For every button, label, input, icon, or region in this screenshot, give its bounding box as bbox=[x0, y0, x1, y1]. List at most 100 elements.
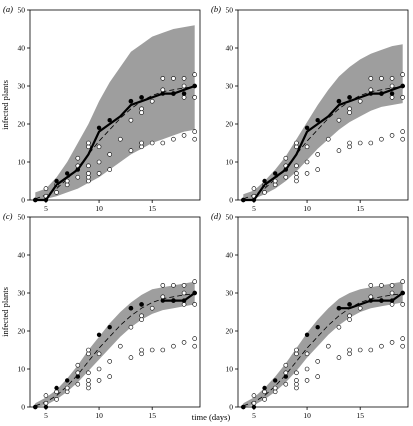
panel-c-open-point-46 bbox=[192, 279, 197, 284]
panel-c-y-tick-label-1: 10 bbox=[18, 365, 26, 374]
panel-b-open-point-40 bbox=[389, 83, 395, 89]
panel-c-x-tick-label-0: 5 bbox=[44, 411, 48, 420]
panel-d-open-point-22 bbox=[336, 355, 342, 360]
panel-a-open-point-42 bbox=[192, 136, 197, 142]
panel-b-open-point-14 bbox=[294, 144, 299, 150]
panel-d-filled-point-11 bbox=[389, 298, 395, 303]
panel-d-open-point-3 bbox=[262, 397, 267, 402]
panel-d-open-point-23 bbox=[336, 324, 342, 330]
panel-d-x-tick-label-1: 10 bbox=[303, 411, 311, 420]
panel-a-open-point-15 bbox=[86, 140, 91, 146]
panel-c-filled-point-7 bbox=[128, 306, 134, 311]
panel-d-open-point-2 bbox=[251, 393, 257, 398]
panel-b-open-point-43 bbox=[400, 129, 405, 134]
panel-d-frame bbox=[237, 216, 409, 408]
panel-c-open-point-8 bbox=[75, 370, 81, 376]
panel-b-open-point-46 bbox=[400, 72, 405, 77]
panel-c-open-point-44 bbox=[192, 302, 197, 307]
panel-d-open-point-20 bbox=[315, 359, 320, 364]
panel-b-open-point-42 bbox=[400, 136, 405, 142]
panel-b-open-point-32 bbox=[368, 140, 374, 146]
panel-d-open-point-17 bbox=[304, 366, 310, 372]
panel-b-open-point-30 bbox=[357, 140, 363, 146]
panel-a-open-point-19 bbox=[107, 167, 112, 172]
panel-c-open-point-25 bbox=[139, 351, 144, 357]
panel-a-open-point-43 bbox=[192, 129, 197, 134]
panel-a-y-axis-label: infected plants bbox=[0, 80, 10, 130]
panel-c-open-point-42 bbox=[192, 343, 197, 349]
panel-b-open-point-38 bbox=[389, 133, 395, 138]
panel-a-open-point-3 bbox=[54, 190, 59, 195]
panel-b-x-tick-label-1: 10 bbox=[303, 204, 311, 213]
panel-d-y-tick-label-0: 0 bbox=[229, 403, 233, 412]
panel-a-filled-point-12 bbox=[192, 83, 197, 89]
panel-d-x-tick-label-0: 5 bbox=[252, 411, 256, 420]
panel-c-open-point-12 bbox=[86, 378, 91, 383]
panel-c-y-tick-label-2: 20 bbox=[18, 327, 26, 336]
panel-d-label: (d) bbox=[211, 211, 221, 221]
panel-d-x-tick-label-2: 15 bbox=[356, 411, 364, 420]
panel-c-x-tick-label-1: 10 bbox=[95, 411, 103, 420]
panel-a-open-point-13 bbox=[86, 163, 91, 169]
panel-d-open-point-6 bbox=[272, 385, 278, 391]
panel-d-open-point-37 bbox=[379, 283, 384, 288]
panel-b-open-point-25 bbox=[347, 144, 352, 150]
panel-c-open-point-39 bbox=[181, 302, 187, 307]
panel-c-open-point-41 bbox=[181, 283, 187, 288]
panel-d-open-point-39 bbox=[389, 302, 395, 307]
panel-c-open-point-18 bbox=[96, 351, 102, 357]
panel-b-open-point-11 bbox=[294, 174, 299, 180]
panel-a-open-point-9 bbox=[75, 155, 81, 161]
panel-d-open-point-38 bbox=[389, 340, 395, 345]
panel-d-open-point-42 bbox=[400, 343, 405, 349]
panel-d-open-point-35 bbox=[379, 343, 384, 349]
panel-a-open-point-26 bbox=[139, 140, 144, 146]
panel-c-y-tick-label-5: 50 bbox=[18, 213, 26, 222]
panel-a-open-point-31 bbox=[149, 98, 155, 104]
panel-b-y-tick-label-1: 10 bbox=[226, 158, 234, 167]
panel-d-open-point-26 bbox=[347, 347, 352, 353]
panel-a-filled-point-5 bbox=[96, 125, 102, 130]
panel-a-open-point-46 bbox=[192, 72, 197, 77]
panel-b-open-point-9 bbox=[283, 155, 289, 161]
panel-b-open-point-18 bbox=[304, 144, 310, 150]
panel-d-open-point-5 bbox=[272, 389, 278, 395]
panel-d-filled-point-8 bbox=[347, 302, 352, 307]
panel-a-filled-point-9 bbox=[160, 91, 166, 96]
panel-c-open-point-17 bbox=[96, 366, 102, 372]
panel-c-open-point-34 bbox=[160, 283, 166, 288]
panel-b-open-point-19 bbox=[315, 167, 320, 172]
panel-c-confidence-band bbox=[35, 281, 195, 407]
panel-c-open-point-2 bbox=[43, 393, 49, 398]
panel-c-open-point-5 bbox=[64, 389, 70, 395]
panel-c-open-point-38 bbox=[181, 340, 187, 345]
panel-c-open-point-33 bbox=[160, 294, 166, 300]
panel-b: 5 10 15 0 10 20 30 40 50 (b) bbox=[211, 4, 409, 213]
panel-d-open-point-25 bbox=[347, 351, 352, 357]
panel-b-open-point-37 bbox=[379, 76, 384, 81]
panel-c-open-point-13 bbox=[86, 370, 91, 376]
panel-b-y-tick-label-4: 40 bbox=[226, 44, 234, 53]
panel-b-filled-point-4 bbox=[283, 167, 289, 172]
panel-c-filled-point-2 bbox=[54, 385, 59, 391]
panel-a-filled-point-8 bbox=[139, 95, 144, 100]
panel-a-open-point-21 bbox=[118, 136, 123, 142]
panel-d-filled-point-4 bbox=[283, 374, 289, 379]
panel-c-open-point-28 bbox=[139, 313, 144, 319]
panel-a-open-point-12 bbox=[86, 171, 91, 176]
panel-b-open-point-2 bbox=[251, 186, 257, 191]
panel-a-open-point-7 bbox=[75, 174, 81, 180]
panel-c-observed-line bbox=[162, 292, 196, 302]
panel-a-open-point-5 bbox=[64, 182, 70, 188]
panel-b-y-tick-label-5: 50 bbox=[226, 6, 234, 15]
panel-b-open-point-28 bbox=[347, 106, 352, 112]
panel-b-filled-point-12 bbox=[400, 83, 405, 89]
panel-b-filled-point-5 bbox=[304, 125, 310, 130]
panel-a-open-point-27 bbox=[139, 110, 144, 115]
panel-b-filled-point-11 bbox=[389, 91, 395, 96]
panel-d-open-point-21 bbox=[326, 343, 331, 349]
panel-a-open-point-18 bbox=[96, 144, 102, 150]
panel-d-open-point-7 bbox=[283, 381, 289, 387]
panel-c-filled-point-9 bbox=[160, 298, 166, 303]
panel-a-open-point-39 bbox=[181, 95, 187, 100]
